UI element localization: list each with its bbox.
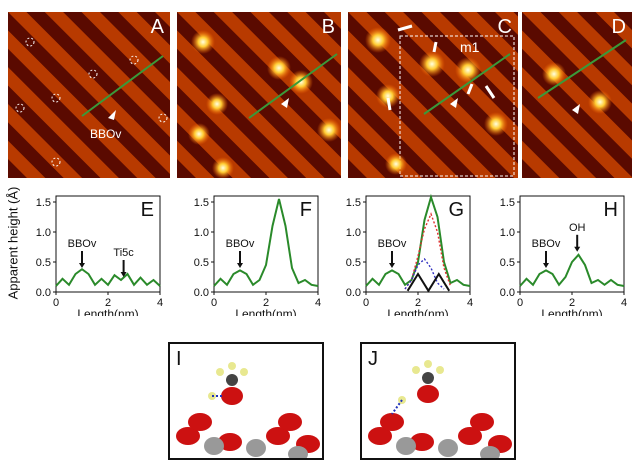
y-axis-label: Apparent height (Å) bbox=[5, 186, 21, 300]
molecule-model-i bbox=[176, 362, 320, 458]
stm-image-b bbox=[177, 12, 341, 178]
panel-label-a: A bbox=[150, 16, 164, 38]
annotation-arrowhead-0 bbox=[543, 263, 549, 268]
annotation-label-0: BBOv bbox=[68, 238, 97, 250]
annotation-arrowhead-0 bbox=[237, 263, 243, 268]
stm-panel-a: BBOv A bbox=[8, 12, 170, 178]
chart-h: 0.0 0.5 1.0 1.5 0 2 4 Length(nm) BBOv OH H bbox=[500, 195, 627, 316]
series-line-0 bbox=[519, 253, 625, 287]
series-line-3 bbox=[406, 272, 451, 293]
x-tick-label: 0 bbox=[363, 297, 369, 309]
panel-label-e: E bbox=[141, 199, 154, 221]
series-line-1 bbox=[404, 212, 452, 290]
x-tick-label: 0 bbox=[517, 297, 523, 309]
annotation-label-0: BBOv bbox=[532, 238, 561, 250]
panel-label-c: C bbox=[497, 16, 512, 38]
series-line-0 bbox=[213, 198, 319, 287]
x-tick-label: 4 bbox=[315, 297, 321, 309]
stm-panel-b: B bbox=[177, 12, 341, 178]
y-tick-label: 1.0 bbox=[194, 227, 209, 239]
x-axis-label: Length(nm) bbox=[235, 307, 296, 316]
annotation-label-0: BBOv bbox=[226, 238, 255, 250]
stm-image-d bbox=[522, 12, 632, 178]
annotation-label-0: BBOv bbox=[378, 238, 407, 250]
y-tick-label: 1.5 bbox=[500, 197, 515, 209]
panel-label-f: F bbox=[300, 199, 312, 221]
y-tick-label: 0.0 bbox=[500, 287, 515, 299]
panel-label-b: B bbox=[321, 16, 335, 38]
stm-panel-c: m1 C bbox=[348, 12, 518, 178]
y-tick-label: 1.5 bbox=[36, 197, 51, 209]
y-tick-label: 0.5 bbox=[36, 257, 51, 269]
x-tick-label: 0 bbox=[211, 297, 217, 309]
stm-image-a: BBOv bbox=[8, 12, 170, 178]
mol-panel-j: J bbox=[360, 342, 516, 460]
annotation-arrowhead-0 bbox=[389, 263, 395, 268]
molecule-model-j bbox=[368, 360, 512, 458]
y-tick-label: 0.0 bbox=[194, 287, 209, 299]
x-axis-label: Length(nm) bbox=[77, 307, 138, 316]
y-tick-label: 0.0 bbox=[346, 287, 361, 299]
panel-label-j: J bbox=[368, 348, 378, 370]
y-tick-label: 0.0 bbox=[36, 287, 51, 299]
mol-panel-i: I bbox=[168, 342, 324, 460]
annotation-arrowhead-1 bbox=[574, 246, 581, 252]
x-axis-label: Length(nm) bbox=[387, 307, 448, 316]
chart-f: 0.0 0.5 1.0 1.5 0 2 4 Length(nm) BBOv F bbox=[194, 195, 321, 316]
panel-label-h: H bbox=[604, 199, 618, 221]
x-tick-label: 4 bbox=[621, 297, 627, 309]
stm-panel-d: D bbox=[522, 12, 632, 178]
x-tick-label: 2 bbox=[415, 297, 421, 309]
annotation-arrowhead-0 bbox=[79, 263, 85, 268]
series-line-2 bbox=[404, 257, 445, 290]
y-tick-label: 0.5 bbox=[500, 257, 515, 269]
x-tick-label: 2 bbox=[263, 297, 269, 309]
x-tick-label: 2 bbox=[105, 297, 111, 309]
panel-label-g: G bbox=[448, 199, 464, 221]
series-line-0 bbox=[365, 193, 471, 287]
annotation-label-1: Ti5c bbox=[113, 247, 134, 259]
chart-e: 0.0 0.5 1.0 1.5 0 2 4 Length(nm) BBOv Ti5c E bbox=[36, 195, 163, 316]
annotation-arrowhead-1 bbox=[120, 272, 127, 277]
y-tick-label: 1.5 bbox=[346, 197, 361, 209]
series-line-0 bbox=[55, 267, 161, 287]
y-tick-label: 1.0 bbox=[36, 227, 51, 239]
y-tick-label: 1.0 bbox=[346, 227, 361, 239]
y-tick-label: 1.5 bbox=[194, 197, 209, 209]
chart-g: 0.0 0.5 1.0 1.5 0 2 4 Length(nm) BBOv G bbox=[346, 193, 473, 316]
panel-label-d: D bbox=[611, 16, 626, 38]
x-tick-label: 4 bbox=[157, 297, 163, 309]
panel-label-i: I bbox=[176, 348, 182, 370]
x-tick-label: 4 bbox=[467, 297, 473, 309]
bbov-annotation: BBOv bbox=[90, 127, 121, 141]
m1-annotation: m1 bbox=[460, 39, 480, 55]
y-tick-label: 0.5 bbox=[346, 257, 361, 269]
x-axis-label: Length(nm) bbox=[541, 307, 602, 316]
y-tick-label: 1.0 bbox=[500, 227, 515, 239]
annotation-label-1: OH bbox=[569, 222, 586, 234]
x-tick-label: 0 bbox=[53, 297, 59, 309]
y-tick-label: 0.5 bbox=[194, 257, 209, 269]
stm-image-c: m1 bbox=[348, 12, 518, 178]
x-tick-label: 2 bbox=[569, 297, 575, 309]
